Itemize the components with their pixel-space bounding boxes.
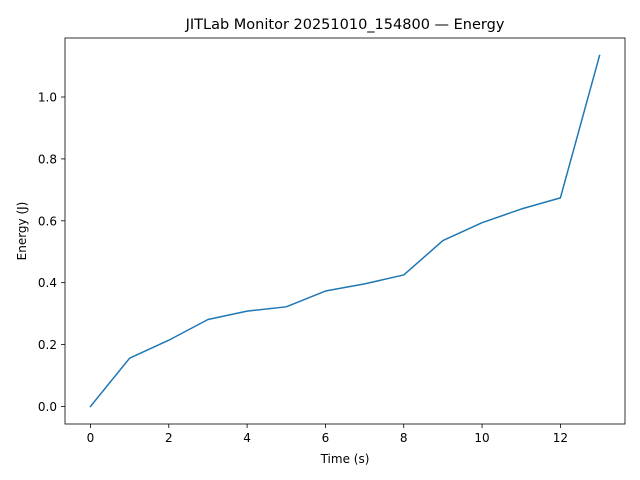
x-tick-label: 8 <box>400 431 408 445</box>
x-axis-ticks: 0 2 4 6 8 10 12 <box>87 424 568 445</box>
x-tick-label: 6 <box>322 431 330 445</box>
axes-frame <box>64 37 626 425</box>
x-tick-label: 12 <box>553 431 568 445</box>
series-layer <box>89 54 601 408</box>
chart-title: JITLab Monitor 20251010_154800 — Energy <box>185 17 505 33</box>
plot-area: 0 2 4 6 8 10 12 0.0 0.2 0.4 0.6 0.8 1.0 <box>38 37 626 445</box>
y-tick-label: 0.8 <box>38 152 57 166</box>
x-axis-label: Time (s) <box>320 452 370 466</box>
y-tick-label: 0.0 <box>38 400 57 414</box>
x-tick-label: 2 <box>165 431 173 445</box>
x-tick-label: 4 <box>243 431 251 445</box>
y-tick-label: 0.2 <box>38 338 57 352</box>
y-tick-label: 0.6 <box>38 214 57 228</box>
energy-series-line <box>89 54 601 408</box>
x-tick-label: 10 <box>474 431 489 445</box>
y-tick-label: 1.0 <box>38 91 57 105</box>
y-tick-label: 0.4 <box>38 276 57 290</box>
y-axis-label: Energy (J) <box>15 202 29 261</box>
y-axis-ticks: 0.0 0.2 0.4 0.6 0.8 1.0 <box>38 91 65 414</box>
x-tick-label: 0 <box>87 431 95 445</box>
